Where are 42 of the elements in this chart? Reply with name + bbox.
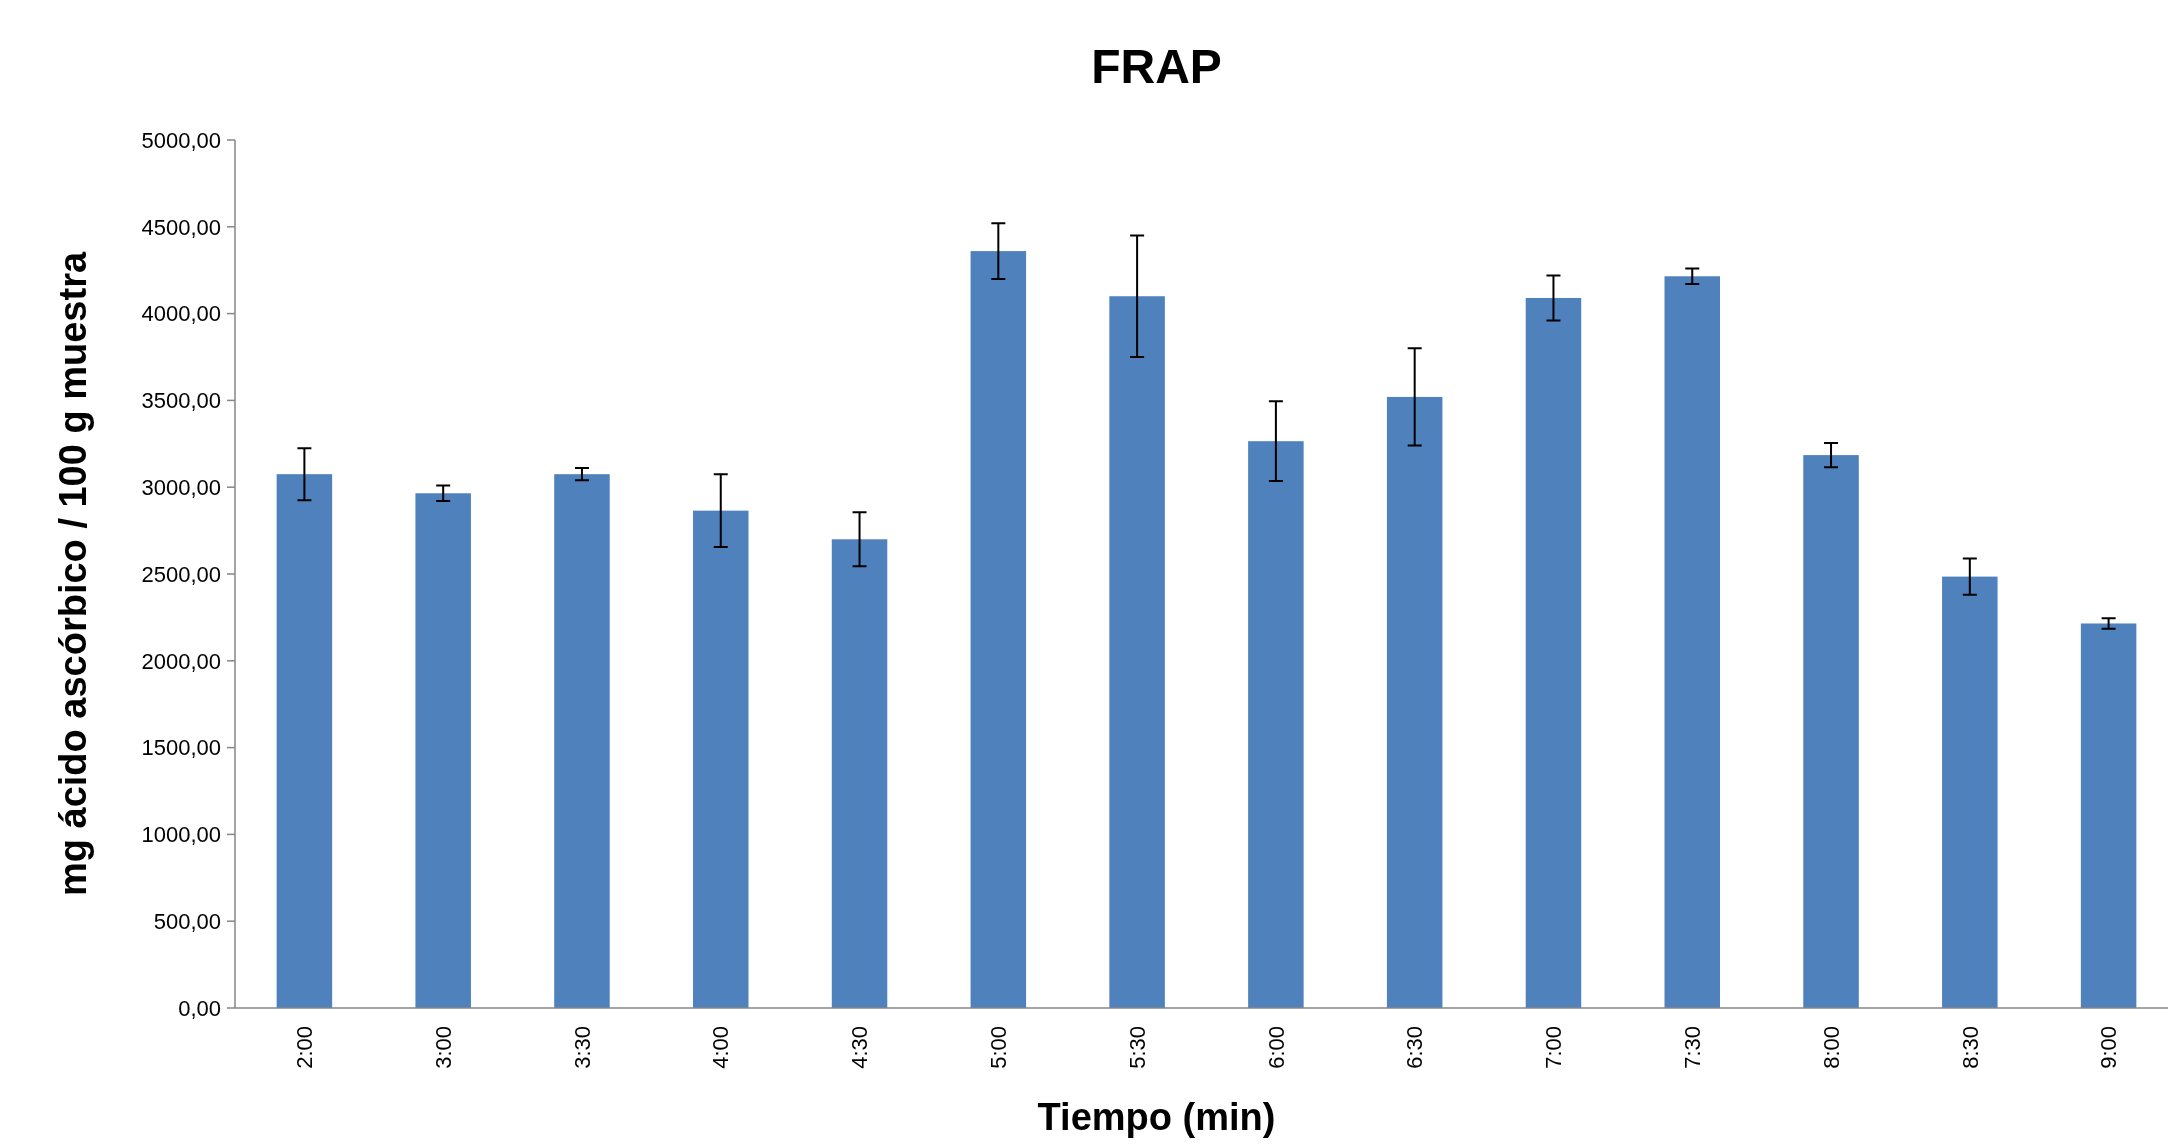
- bar: [831, 539, 888, 1008]
- x-tick-label: 3:30: [569, 1026, 595, 1069]
- y-tick-label: 4000,00: [141, 301, 221, 327]
- bar: [276, 474, 333, 1008]
- x-tick-label: 8:30: [1957, 1026, 1983, 1069]
- chart-title: FRAP: [1091, 40, 1222, 93]
- y-tick-label: 4500,00: [141, 214, 221, 240]
- bar: [1525, 297, 1582, 1008]
- x-tick-label: 5:30: [1124, 1026, 1150, 1069]
- y-tick-label: 1000,00: [141, 822, 221, 848]
- bar: [554, 474, 610, 1008]
- x-tick-label: 3:00: [430, 1026, 456, 1069]
- y-tick-label: 1500,00: [141, 735, 221, 761]
- x-tick-label: 8:00: [1818, 1026, 1844, 1069]
- x-axis-title: Tiempo (min): [1037, 1096, 1276, 1138]
- x-tick-label: 4:00: [708, 1026, 734, 1069]
- bar: [1248, 441, 1304, 1008]
- y-tick-label: 0,00: [178, 995, 221, 1021]
- x-tick-label: 4:30: [847, 1026, 873, 1069]
- bar: [415, 493, 471, 1008]
- y-tick-label: 3000,00: [141, 474, 221, 500]
- x-tick-label: 5:00: [986, 1026, 1012, 1069]
- y-tick-label: 3500,00: [141, 388, 221, 414]
- y-axis-title: mg ácido ascórbico / 100 g muestra: [52, 251, 94, 897]
- bar: [2080, 623, 2137, 1008]
- bar: [1942, 576, 1998, 1008]
- bar: [970, 251, 1027, 1008]
- x-tick-label: 7:00: [1541, 1026, 1567, 1069]
- y-tick-label: 2500,00: [141, 561, 221, 587]
- bar: [692, 510, 749, 1008]
- y-tick-label: 2000,00: [141, 648, 221, 674]
- x-tick-label: 9:00: [2096, 1026, 2122, 1069]
- y-tick-label: 5000,00: [141, 127, 221, 153]
- x-tick-label: 6:00: [1263, 1026, 1289, 1069]
- x-tick-label: 2:00: [292, 1026, 318, 1069]
- bar: [1664, 276, 1720, 1008]
- x-tick-label: 6:30: [1402, 1026, 1428, 1069]
- y-tick-label: 500,00: [153, 908, 221, 934]
- bar: [1386, 396, 1443, 1008]
- bar: [1803, 455, 1859, 1008]
- bar: [1109, 296, 1165, 1008]
- x-tick-label: 7:30: [1679, 1026, 1705, 1069]
